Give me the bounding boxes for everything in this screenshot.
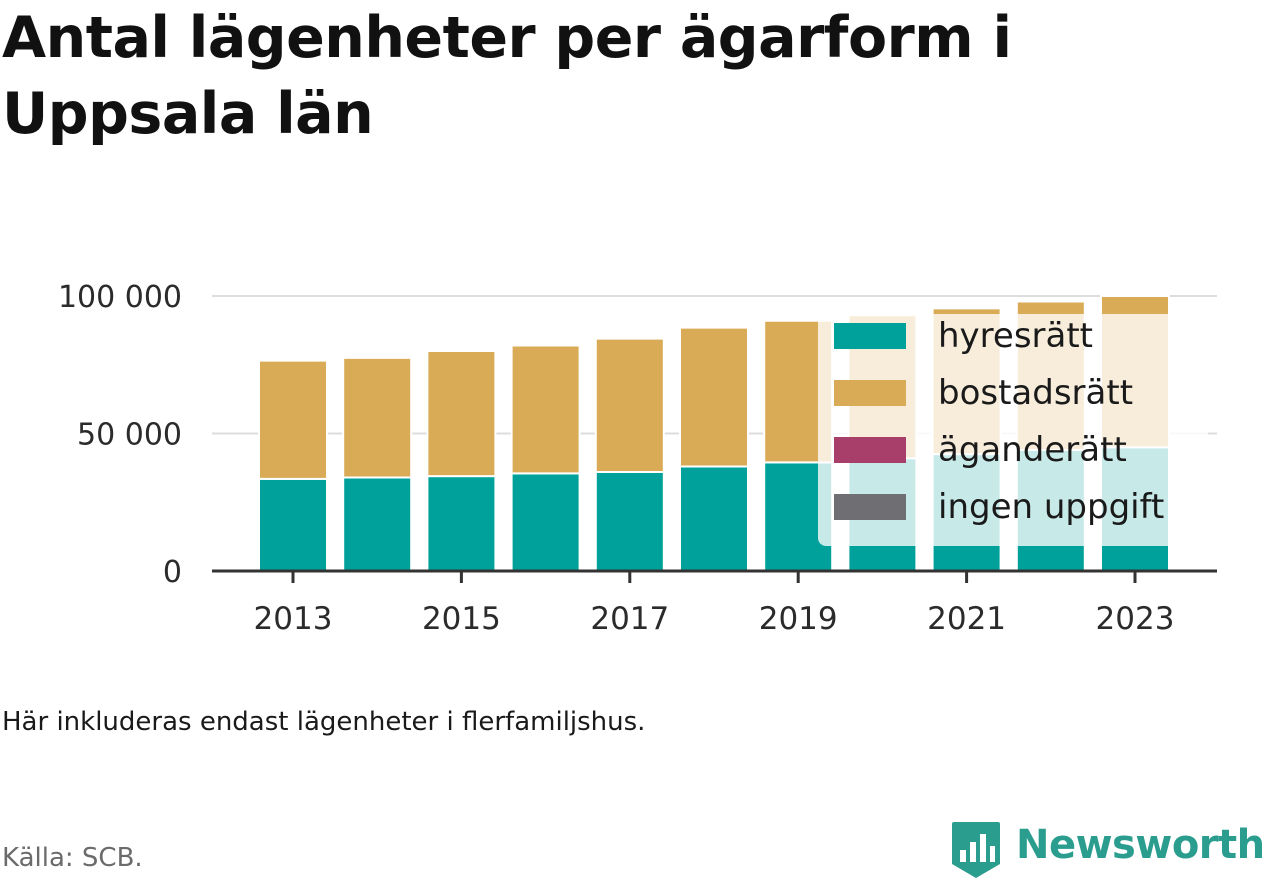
- legend-box: [818, 314, 1208, 546]
- x-tick-label: 2023: [1096, 601, 1175, 637]
- axes: 0 50 000 100 000 2013 2015 2017 2019 2021 2023: [58, 280, 1217, 637]
- x-tick-label: 2021: [927, 601, 1006, 637]
- chart-title: Antal lägenheter per ägarform i Uppsala …: [2, 5, 1012, 147]
- source-note: Källa: SCB.: [2, 843, 143, 873]
- brand-name: Newsworthy: [1016, 822, 1262, 868]
- x-tick-label: 2017: [590, 601, 669, 637]
- bar-segment: [510, 344, 581, 475]
- bar-segment: [342, 356, 413, 479]
- bar-segment: [679, 326, 749, 468]
- legend-label: bostadsrätt: [938, 373, 1133, 413]
- x-tick-label: 2015: [422, 601, 501, 637]
- legend-swatch: [834, 323, 906, 349]
- chart-caption: Här inkluderas endast lägenheter i flerf…: [2, 707, 646, 737]
- bar-segment: [594, 337, 665, 473]
- y-tick-label: 100 000: [58, 280, 182, 315]
- legend-label: äganderätt: [938, 430, 1127, 470]
- legend-swatch: [834, 380, 906, 406]
- y-tick-label: 0: [163, 555, 182, 590]
- y-tick-label: 50 000: [77, 418, 182, 453]
- bar-segment: [258, 359, 328, 480]
- bar-segment: [342, 476, 413, 572]
- bar-segment: [426, 475, 497, 572]
- bar-segment: [258, 477, 328, 572]
- legend-label: hyresrätt: [938, 316, 1093, 356]
- legend-label: ingen uppgift: [938, 487, 1164, 527]
- stacked-bar-chart: 0 50 000 100 000 2013 2015 2017 2019 2021 2023 h…: [58, 280, 1217, 637]
- bar-segment: [510, 472, 581, 572]
- legend-swatch: [834, 494, 906, 520]
- legend: hyresrätt bostadsrätt äganderätt ingen uppg…: [818, 314, 1208, 546]
- bar-segment: [679, 465, 749, 572]
- brand-logo: Newsworthy: [950, 816, 1262, 880]
- bar-segment: [426, 350, 497, 478]
- legend-swatch: [834, 437, 906, 463]
- newsworthy-logo-icon: [952, 822, 1000, 878]
- x-tick-label: 2019: [759, 601, 838, 637]
- bar-segment: [594, 471, 665, 572]
- x-tick-label: 2013: [254, 601, 333, 637]
